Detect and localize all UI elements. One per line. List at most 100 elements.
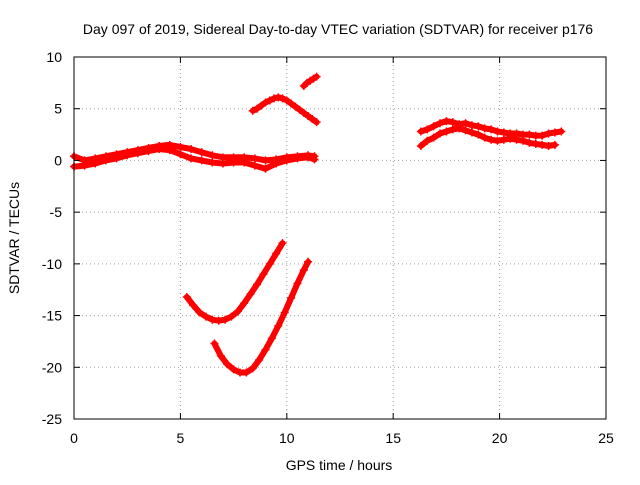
data-point: [287, 293, 296, 302]
x-tick-label: 25: [598, 430, 614, 446]
y-tick-label: 0: [54, 152, 62, 168]
data-point: [112, 154, 121, 163]
grid-layer: [74, 57, 606, 419]
data-point: [538, 140, 547, 149]
data-point: [240, 299, 249, 308]
series-line: [249, 94, 320, 126]
series-line: [183, 240, 286, 324]
data-point: [308, 115, 317, 124]
data-point: [278, 94, 287, 103]
data-point: [197, 156, 206, 165]
data-point: [272, 249, 281, 258]
data-point: [248, 364, 257, 373]
y-tick-label: 10: [46, 49, 62, 65]
plot-frame: [73, 56, 607, 420]
data-point: [246, 289, 255, 298]
data-point: [261, 98, 270, 107]
chart-title: Day 097 of 2019, Sidereal Day-to-day VTE…: [83, 21, 593, 37]
y-tick-label: -15: [42, 308, 62, 324]
data-point: [474, 122, 483, 131]
data-point: [416, 127, 425, 136]
data-point: [176, 142, 185, 151]
data-point: [293, 279, 302, 288]
data-point: [189, 301, 198, 310]
data-point: [250, 161, 259, 170]
data-point: [270, 94, 279, 103]
data-point: [436, 119, 445, 128]
data-point: [165, 146, 174, 155]
data-point: [499, 128, 508, 137]
data-point: [550, 140, 559, 149]
x-tick-label: 15: [385, 430, 401, 446]
data-point: [461, 126, 470, 135]
data-point: [259, 270, 268, 279]
series-trace-late-lower: [416, 124, 559, 150]
data-point: [506, 134, 515, 143]
data-point: [442, 117, 451, 126]
x-tick-label: 0: [70, 430, 78, 446]
data-point: [278, 239, 287, 248]
data-point: [487, 135, 496, 144]
data-point: [255, 356, 264, 365]
data-point: [448, 125, 457, 134]
data-point: [248, 106, 257, 115]
data-point: [91, 159, 100, 168]
series-trace-near-zero-lower: [70, 145, 319, 173]
data-point: [423, 125, 432, 134]
data-point: [80, 161, 89, 170]
series-trace-curve-low: [210, 257, 313, 377]
data-point: [208, 158, 217, 167]
data-point: [544, 129, 553, 138]
data-point: [525, 130, 534, 139]
data-point: [229, 365, 238, 374]
data-point: [216, 351, 225, 360]
data-point: [282, 156, 291, 165]
data-point: [442, 127, 451, 136]
series-trace-late-upper: [416, 117, 566, 140]
data-point: [201, 312, 210, 321]
data-point: [265, 259, 274, 268]
data-point: [101, 156, 110, 165]
data-point: [229, 158, 238, 167]
axis-layer: 0 5 10 15 20 25 -25 -20 -15 -10 -5 0 5 10: [42, 49, 614, 446]
data-point: [176, 150, 185, 159]
series-trace-short-top: [299, 72, 321, 90]
y-axis-label: SDTVAR / TECUs: [6, 182, 22, 294]
data-point: [429, 133, 438, 142]
data-point: [304, 257, 313, 266]
data-point: [467, 128, 476, 137]
data-point: [299, 108, 308, 117]
data-point: [182, 292, 191, 301]
data-point: [493, 127, 502, 136]
data-point: [531, 139, 540, 148]
data-point: [493, 136, 502, 145]
y-tick-label: -20: [42, 359, 62, 375]
data-point: [210, 339, 219, 348]
data-point: [187, 154, 196, 163]
data-point: [455, 124, 464, 133]
data-point: [261, 164, 270, 173]
data-point: [208, 315, 217, 324]
x-axis-label: GPS time / hours: [286, 457, 393, 473]
data-point: [480, 124, 489, 133]
data-point: [267, 334, 276, 343]
data-point: [265, 96, 274, 105]
data-point: [423, 136, 432, 145]
data-point: [287, 99, 296, 108]
data-point: [525, 138, 534, 147]
data-point: [272, 159, 281, 168]
data-point: [227, 312, 236, 321]
series-trace-curve-mid: [182, 239, 287, 325]
data-point: [218, 159, 227, 168]
data-point: [144, 147, 153, 156]
series-trace-near-zero-upper: [70, 140, 319, 165]
data-point: [310, 155, 319, 164]
data-point: [295, 105, 304, 114]
y-tick-label: -5: [50, 204, 63, 220]
data-point: [429, 122, 438, 131]
data-point: [480, 133, 489, 142]
data-point: [155, 145, 164, 154]
data-point: [187, 145, 196, 154]
